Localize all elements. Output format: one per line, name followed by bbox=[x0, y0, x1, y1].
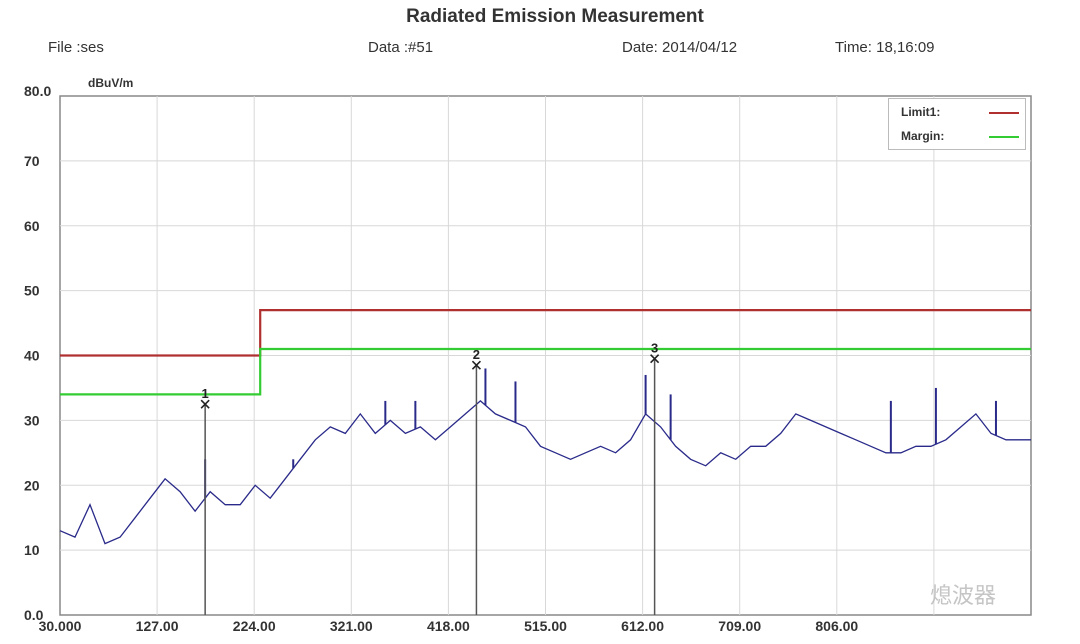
series-measurement-line bbox=[59, 400, 1031, 545]
x-tick-label: 127.00 bbox=[136, 618, 179, 634]
chart-title: Radiated Emission Measurement bbox=[406, 6, 704, 27]
legend-item-limit: Limit1: bbox=[901, 105, 941, 119]
file-label: File :ses bbox=[48, 39, 104, 56]
marker-1-label: 1 bbox=[202, 386, 209, 401]
marker-3-label: 3 bbox=[651, 341, 658, 356]
y-tick-label: 0.0 bbox=[24, 607, 44, 623]
marker-3-cross bbox=[650, 354, 660, 364]
x-tick-label: 321.00 bbox=[330, 618, 373, 634]
marker-1-cross bbox=[200, 399, 210, 409]
x-tick-label: 806.00 bbox=[815, 618, 858, 634]
series-margin-line bbox=[60, 347, 1031, 396]
watermark-text: 熄波器 bbox=[930, 583, 997, 608]
time-label: Time: 18,16:09 bbox=[835, 39, 935, 56]
date-label: Date: 2014/04/12 bbox=[622, 39, 738, 56]
x-tick-label: 418.00 bbox=[427, 618, 470, 634]
y-unit-label: dBuV/m bbox=[88, 76, 134, 90]
x-tick-label: 515.00 bbox=[524, 618, 567, 634]
legend-item-margin: Margin: bbox=[901, 129, 945, 143]
series-limit-line bbox=[60, 309, 1031, 357]
x-tick-label: 612.00 bbox=[621, 618, 664, 634]
legend-swatch-margin bbox=[989, 136, 1019, 138]
y-tick-label: 60 bbox=[24, 218, 40, 234]
x-tick-label: 709.00 bbox=[718, 618, 761, 634]
y-tick-label: 10 bbox=[24, 542, 40, 558]
y-tick-label: 80.0 bbox=[24, 83, 51, 99]
marker-2-label: 2 bbox=[473, 347, 480, 362]
y-tick-label: 20 bbox=[24, 477, 40, 493]
y-tick-label: 70 bbox=[24, 153, 40, 169]
marker-2-cross bbox=[471, 360, 481, 370]
legend-swatch-limit bbox=[989, 112, 1019, 114]
legend: Limit1: Margin: bbox=[888, 98, 1026, 150]
data-label: Data :#51 bbox=[368, 39, 434, 56]
y-tick-label: 30 bbox=[24, 412, 40, 428]
y-tick-label: 50 bbox=[24, 283, 40, 299]
y-tick-label: 40 bbox=[24, 348, 40, 364]
x-tick-label: 224.00 bbox=[233, 618, 276, 634]
x-tick-label: 30.000 bbox=[39, 618, 82, 634]
